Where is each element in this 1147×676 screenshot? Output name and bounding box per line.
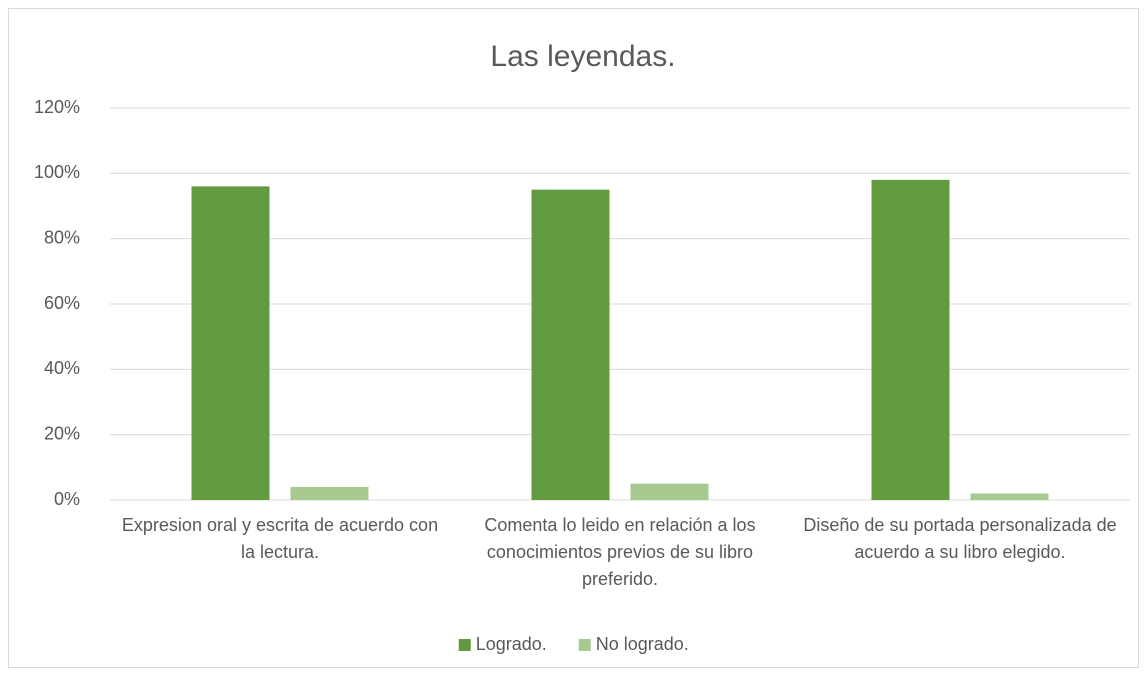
bar — [970, 493, 1049, 500]
legend-swatch — [458, 639, 471, 651]
bar — [871, 179, 950, 500]
bar — [290, 486, 369, 500]
y-tick-label: 60% — [44, 293, 80, 313]
chart-title: Las leyendas. — [490, 40, 675, 73]
y-tick-label: 0% — [54, 489, 80, 509]
bar — [630, 483, 709, 500]
y-tick-label: 120% — [34, 97, 80, 117]
x-tick-label: Expresion oral y escrita de acuerdo con … — [121, 515, 439, 562]
y-tick-label: 40% — [44, 358, 80, 378]
bar — [531, 189, 610, 500]
bar — [191, 186, 270, 500]
x-tick-label: Comenta lo leido en relación a los conoc… — [484, 515, 756, 589]
y-tick-label: 20% — [44, 423, 80, 443]
legend-label: Logrado. — [476, 634, 547, 654]
x-tick-label: Diseño de su portada personalizada de ac… — [803, 515, 1117, 562]
y-tick-label: 100% — [34, 162, 80, 182]
legend-swatch — [578, 639, 591, 651]
y-tick-label: 80% — [44, 227, 80, 247]
legend-label: No logrado. — [596, 634, 689, 654]
